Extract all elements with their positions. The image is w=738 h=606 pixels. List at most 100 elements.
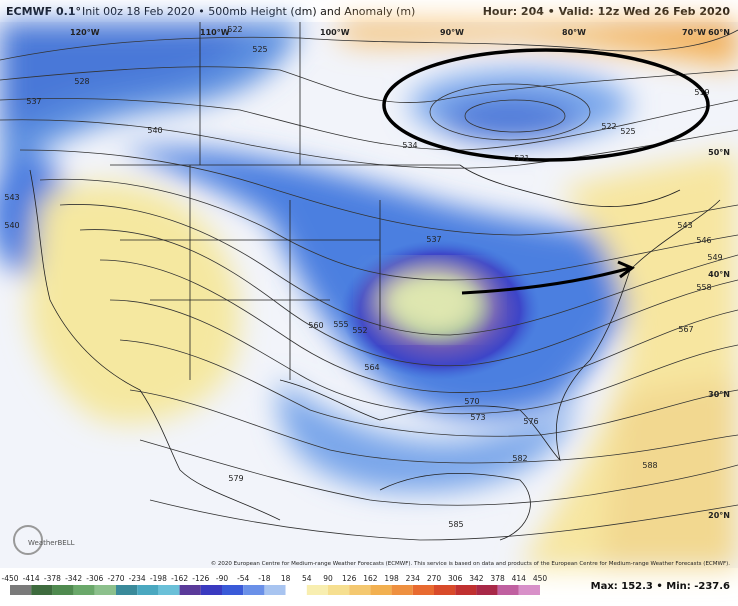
colorbar-tick-label: 234 bbox=[406, 574, 421, 583]
colorbar-tick-label: -342 bbox=[65, 574, 82, 583]
colorbar-tick-label: -162 bbox=[171, 574, 188, 583]
colorbar-swatch bbox=[434, 585, 456, 595]
contour-label: 525 bbox=[252, 45, 267, 54]
colorbar-tick-label: -378 bbox=[44, 574, 61, 583]
model-name: ECMWF 0.1° bbox=[6, 5, 81, 18]
run-info: Init 00z 18 Feb 2020 • 500mb Height (dm)… bbox=[82, 5, 415, 18]
contour-label: 576 bbox=[523, 417, 538, 426]
contour-label: 543 bbox=[677, 221, 692, 230]
contour-label: 525 bbox=[620, 127, 635, 136]
contour-label: 519 bbox=[694, 88, 709, 97]
colorbar-tick-label: 450 bbox=[533, 574, 548, 583]
contour-label: 570 bbox=[464, 397, 479, 406]
colorbar-tick-label: -234 bbox=[129, 574, 146, 583]
contour-label: 588 bbox=[642, 461, 657, 470]
contour-label: 546 bbox=[696, 236, 711, 245]
graticule-labels: 120°W 110°W 100°W 90°W 80°W 70°W 60°N 50°N 40°N 3… bbox=[70, 28, 730, 520]
contour-label: 522 bbox=[601, 122, 616, 131]
contour-label: 531 bbox=[514, 154, 529, 163]
arrow-head bbox=[617, 260, 635, 279]
contour-label: 534 bbox=[402, 141, 417, 150]
contour-label: 549 bbox=[707, 253, 722, 262]
colorbar-tick-label: 54 bbox=[302, 574, 312, 583]
annotation-circle bbox=[382, 48, 710, 162]
colorbar-swatch bbox=[497, 585, 519, 595]
annotation-arrow bbox=[461, 266, 631, 295]
colorbar-swatch bbox=[412, 585, 434, 595]
logo: WeatherBELL bbox=[13, 525, 75, 555]
colorbar-tick-label: 18 bbox=[281, 574, 291, 583]
latitude-label: 40°N bbox=[708, 270, 730, 279]
latitude-label: 60°N bbox=[708, 28, 730, 37]
latitude-label: 30°N bbox=[708, 390, 730, 399]
colorbar: -450 -414 -378 -342 -306 -270 -234 -198 -162 -126… bbox=[1, 574, 547, 595]
colorbar-swatch bbox=[243, 585, 265, 595]
contour-label: 567 bbox=[678, 325, 693, 334]
colorbar-swatch bbox=[52, 585, 74, 595]
colorbar-tick-label: 126 bbox=[342, 574, 357, 583]
contour-label: 585 bbox=[448, 520, 463, 529]
colorbar-tick-label: 90 bbox=[323, 574, 333, 583]
colorbar-tick-label: 162 bbox=[363, 574, 378, 583]
colorbar-swatch bbox=[455, 585, 477, 595]
logo-text: WeatherBELL bbox=[28, 539, 75, 547]
colorbar-swatch bbox=[328, 585, 350, 595]
forecast-time: Hour: 204 • Valid: 12z Wed 26 Feb 2020 bbox=[483, 5, 731, 18]
contour-label: 579 bbox=[228, 474, 243, 483]
contour-label: 558 bbox=[696, 283, 711, 292]
colorbar-swatch bbox=[264, 585, 286, 595]
contour-label: 582 bbox=[512, 454, 527, 463]
contour-label: 555 bbox=[333, 320, 348, 329]
contour-label: 564 bbox=[364, 363, 379, 372]
colorbar-swatch bbox=[306, 585, 328, 595]
stats: Max: 152.3 • Min: -237.6 bbox=[591, 581, 730, 592]
contour-labels: 522 525 528 537 540 534 531 519 522 525 543 540 537 5… bbox=[4, 25, 722, 529]
colorbar-tick-label: -198 bbox=[150, 574, 167, 583]
header-bar bbox=[0, 0, 738, 22]
colorbar-tick-label: -18 bbox=[258, 574, 270, 583]
copyright: © 2020 European Centre for Medium-range … bbox=[211, 560, 731, 567]
contour-label: 552 bbox=[352, 326, 367, 335]
contour-label: 522 bbox=[227, 25, 242, 34]
colorbar-swatch bbox=[31, 585, 53, 595]
longitude-label: 70°W bbox=[682, 28, 706, 37]
colorbar-tick-label: -270 bbox=[107, 574, 124, 583]
colorbar-tick-label: -90 bbox=[216, 574, 228, 583]
colorbar-tick-label: -414 bbox=[23, 574, 40, 583]
contour-label: 543 bbox=[4, 193, 19, 202]
contour-label: 537 bbox=[426, 235, 441, 244]
colorbar-swatch bbox=[285, 585, 307, 595]
colorbar-tick-label: 270 bbox=[427, 574, 442, 583]
colorbar-tick-label: 306 bbox=[448, 574, 463, 583]
latitude-label: 20°N bbox=[708, 511, 730, 520]
contour-label: 573 bbox=[470, 413, 485, 422]
colorbar-swatch bbox=[370, 585, 392, 595]
colorbar-swatch bbox=[158, 585, 180, 595]
colorbar-tick-label: 378 bbox=[490, 574, 505, 583]
colorbar-swatch bbox=[476, 585, 498, 595]
colorbar-swatch bbox=[94, 585, 116, 595]
longitude-label: 110°W bbox=[200, 28, 230, 37]
colorbar-tick-label: 414 bbox=[512, 574, 527, 583]
contour-label: 540 bbox=[4, 221, 19, 230]
colorbar-swatch bbox=[73, 585, 95, 595]
colorbar-tick-label: -306 bbox=[86, 574, 103, 583]
longitude-label: 80°W bbox=[562, 28, 586, 37]
colorbar-swatch bbox=[349, 585, 371, 595]
colorbar-tick-label: 198 bbox=[384, 574, 399, 583]
colorbar-swatch bbox=[222, 585, 244, 595]
longitude-label: 90°W bbox=[440, 28, 464, 37]
map-area: 522 525 528 537 540 534 531 519 522 525 543 540 537 5… bbox=[0, 22, 738, 568]
colorbar-swatch bbox=[391, 585, 413, 595]
colorbar-swatch bbox=[200, 585, 222, 595]
colorbar-tick-label: -54 bbox=[237, 574, 249, 583]
contour-label: 540 bbox=[147, 126, 162, 135]
colorbar-swatch bbox=[10, 585, 32, 595]
colorbar-swatch bbox=[137, 585, 159, 595]
colorbar-swatch bbox=[179, 585, 201, 595]
longitude-label: 120°W bbox=[70, 28, 100, 37]
colorbar-tick-label: -126 bbox=[192, 574, 209, 583]
colorbar-swatch bbox=[518, 585, 540, 595]
